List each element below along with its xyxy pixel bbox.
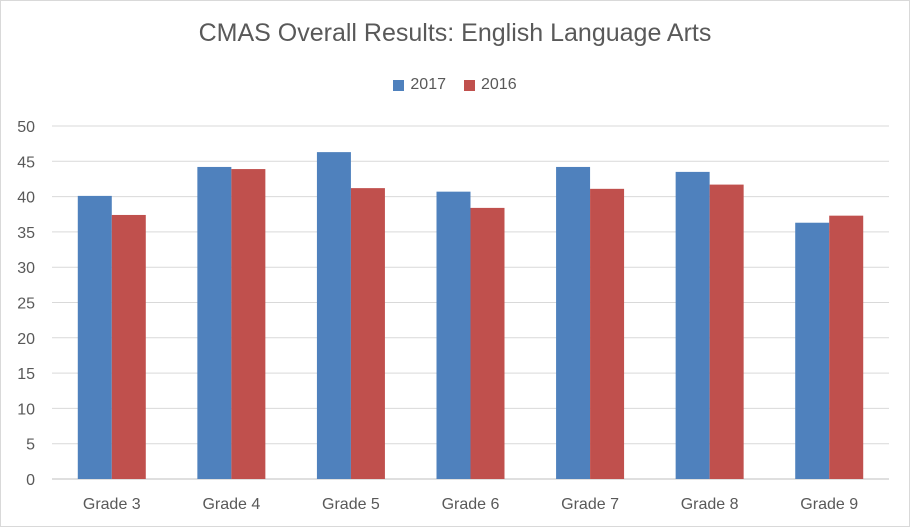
bar-2017-grade-7 [556, 166, 591, 479]
bar-2017-grade-4 [197, 166, 232, 479]
x-tick-label-grade-4: Grade 4 [202, 496, 260, 513]
bar-2016-grade-5 [350, 188, 385, 480]
x-tick-label-grade-3: Grade 3 [83, 496, 141, 513]
y-tick-label-25: 25 [17, 296, 35, 313]
x-tick-label-grade-5: Grade 5 [322, 496, 380, 513]
legend-swatch-2016 [464, 79, 475, 91]
y-tick-label-5: 5 [26, 437, 35, 454]
y-tick-label-0: 0 [26, 472, 35, 489]
bar-2017-grade-3 [77, 195, 112, 480]
bar-2017-grade-9 [795, 222, 830, 480]
y-tick-label-30: 30 [17, 260, 35, 277]
y-tick-label-45: 45 [17, 154, 35, 171]
legend-label-2017: 2017 [410, 76, 446, 93]
bar-2016-grade-8 [709, 184, 744, 479]
y-tick-label-20: 20 [17, 331, 35, 348]
x-tick-label-grade-9: Grade 9 [800, 496, 858, 513]
x-tick-label-grade-6: Grade 6 [442, 496, 500, 513]
legend-item-2017: 2017 [393, 76, 446, 94]
bar-2017-grade-6 [436, 191, 471, 479]
y-tick-label-35: 35 [17, 225, 35, 242]
bar-2016-grade-9 [829, 215, 864, 480]
bar-2017-grade-5 [316, 152, 351, 479]
bar-2017-grade-8 [675, 171, 710, 479]
y-tick-label-15: 15 [17, 366, 35, 383]
chart-title: CMAS Overall Results: English Language A… [198, 19, 712, 47]
y-tick-label-50: 50 [17, 119, 35, 136]
bar-2016-grade-4 [231, 169, 266, 480]
legend: 2017 2016 [1, 76, 909, 94]
legend-label-2016: 2016 [481, 76, 517, 93]
bar-2016-grade-7 [590, 188, 625, 480]
x-tick-label-grade-8: Grade 8 [681, 496, 739, 513]
y-tick-label-10: 10 [17, 401, 35, 418]
legend-item-2016: 2016 [464, 76, 517, 94]
x-tick-label-grade-7: Grade 7 [561, 496, 619, 513]
legend-swatch-2017 [393, 79, 405, 91]
bar-2016-grade-6 [470, 207, 505, 479]
y-tick-label-40: 40 [17, 190, 35, 207]
bar-2016-grade-3 [111, 214, 146, 479]
